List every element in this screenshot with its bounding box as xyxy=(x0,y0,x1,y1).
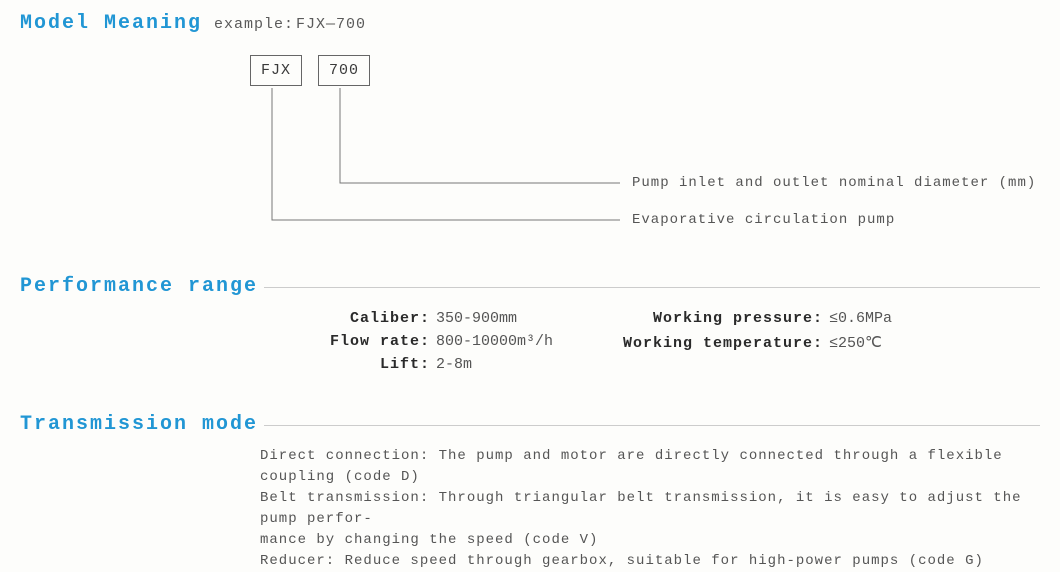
example-value: FJX—700 xyxy=(296,16,366,33)
model-meaning-heading: Model Meaning xyxy=(20,12,202,35)
example-label: example: xyxy=(214,16,294,33)
performance-grid: Caliber: 350-900mm Flow rate: 800-10000m… xyxy=(260,310,1040,373)
perf-flowrate: Flow rate: 800-10000m³/h xyxy=(260,333,553,350)
code-box-700: 700 xyxy=(318,55,370,86)
performance-col1: Caliber: 350-900mm Flow rate: 800-10000m… xyxy=(260,310,553,373)
code-box-fjx: FJX xyxy=(250,55,302,86)
perf-pressure: Working pressure: ≤0.6MPa xyxy=(613,310,892,327)
perf-caliber: Caliber: 350-900mm xyxy=(260,310,553,327)
transmission-section-header: Transmission mode xyxy=(20,413,1040,436)
perf-temperature-value: ≤250℃ xyxy=(829,333,882,352)
performance-heading: Performance range xyxy=(20,275,260,298)
performance-section-header: Performance range xyxy=(20,275,1040,298)
perf-temperature: Working temperature: ≤250℃ xyxy=(613,333,892,352)
model-diagram: FJX 700 Pump inlet and outlet nominal di… xyxy=(20,55,1040,255)
perf-temperature-label: Working temperature: xyxy=(613,335,823,352)
model-meaning-header: Model Meaning example: FJX—700 xyxy=(20,12,1040,35)
transmission-line-2: Belt transmission: Through triangular be… xyxy=(260,488,1040,530)
transmission-divider xyxy=(264,425,1040,426)
perf-flowrate-value: 800-10000m³/h xyxy=(436,333,553,350)
transmission-body: Direct connection: The pump and motor ar… xyxy=(260,446,1040,572)
performance-col2: Working pressure: ≤0.6MPa Working temper… xyxy=(613,310,892,373)
transmission-line-3: mance by changing the speed (code V) xyxy=(260,530,1040,551)
transmission-line-4: Reducer: Reduce speed through gearbox, s… xyxy=(260,551,1040,572)
perf-caliber-value: 350-900mm xyxy=(436,310,517,327)
perf-pressure-label: Working pressure: xyxy=(613,310,823,327)
perf-lift-label: Lift: xyxy=(260,356,430,373)
transmission-line-1: Direct connection: The pump and motor ar… xyxy=(260,446,1040,488)
perf-pressure-value: ≤0.6MPa xyxy=(829,310,892,327)
performance-divider xyxy=(264,287,1040,288)
transmission-heading: Transmission mode xyxy=(20,413,260,436)
perf-caliber-label: Caliber: xyxy=(260,310,430,327)
perf-flowrate-label: Flow rate: xyxy=(260,333,430,350)
diagram-label-pump-type: Evaporative circulation pump xyxy=(632,212,895,228)
perf-lift: Lift: 2-8m xyxy=(260,356,553,373)
diagram-label-diameter: Pump inlet and outlet nominal diameter (… xyxy=(632,175,1036,191)
perf-lift-value: 2-8m xyxy=(436,356,472,373)
